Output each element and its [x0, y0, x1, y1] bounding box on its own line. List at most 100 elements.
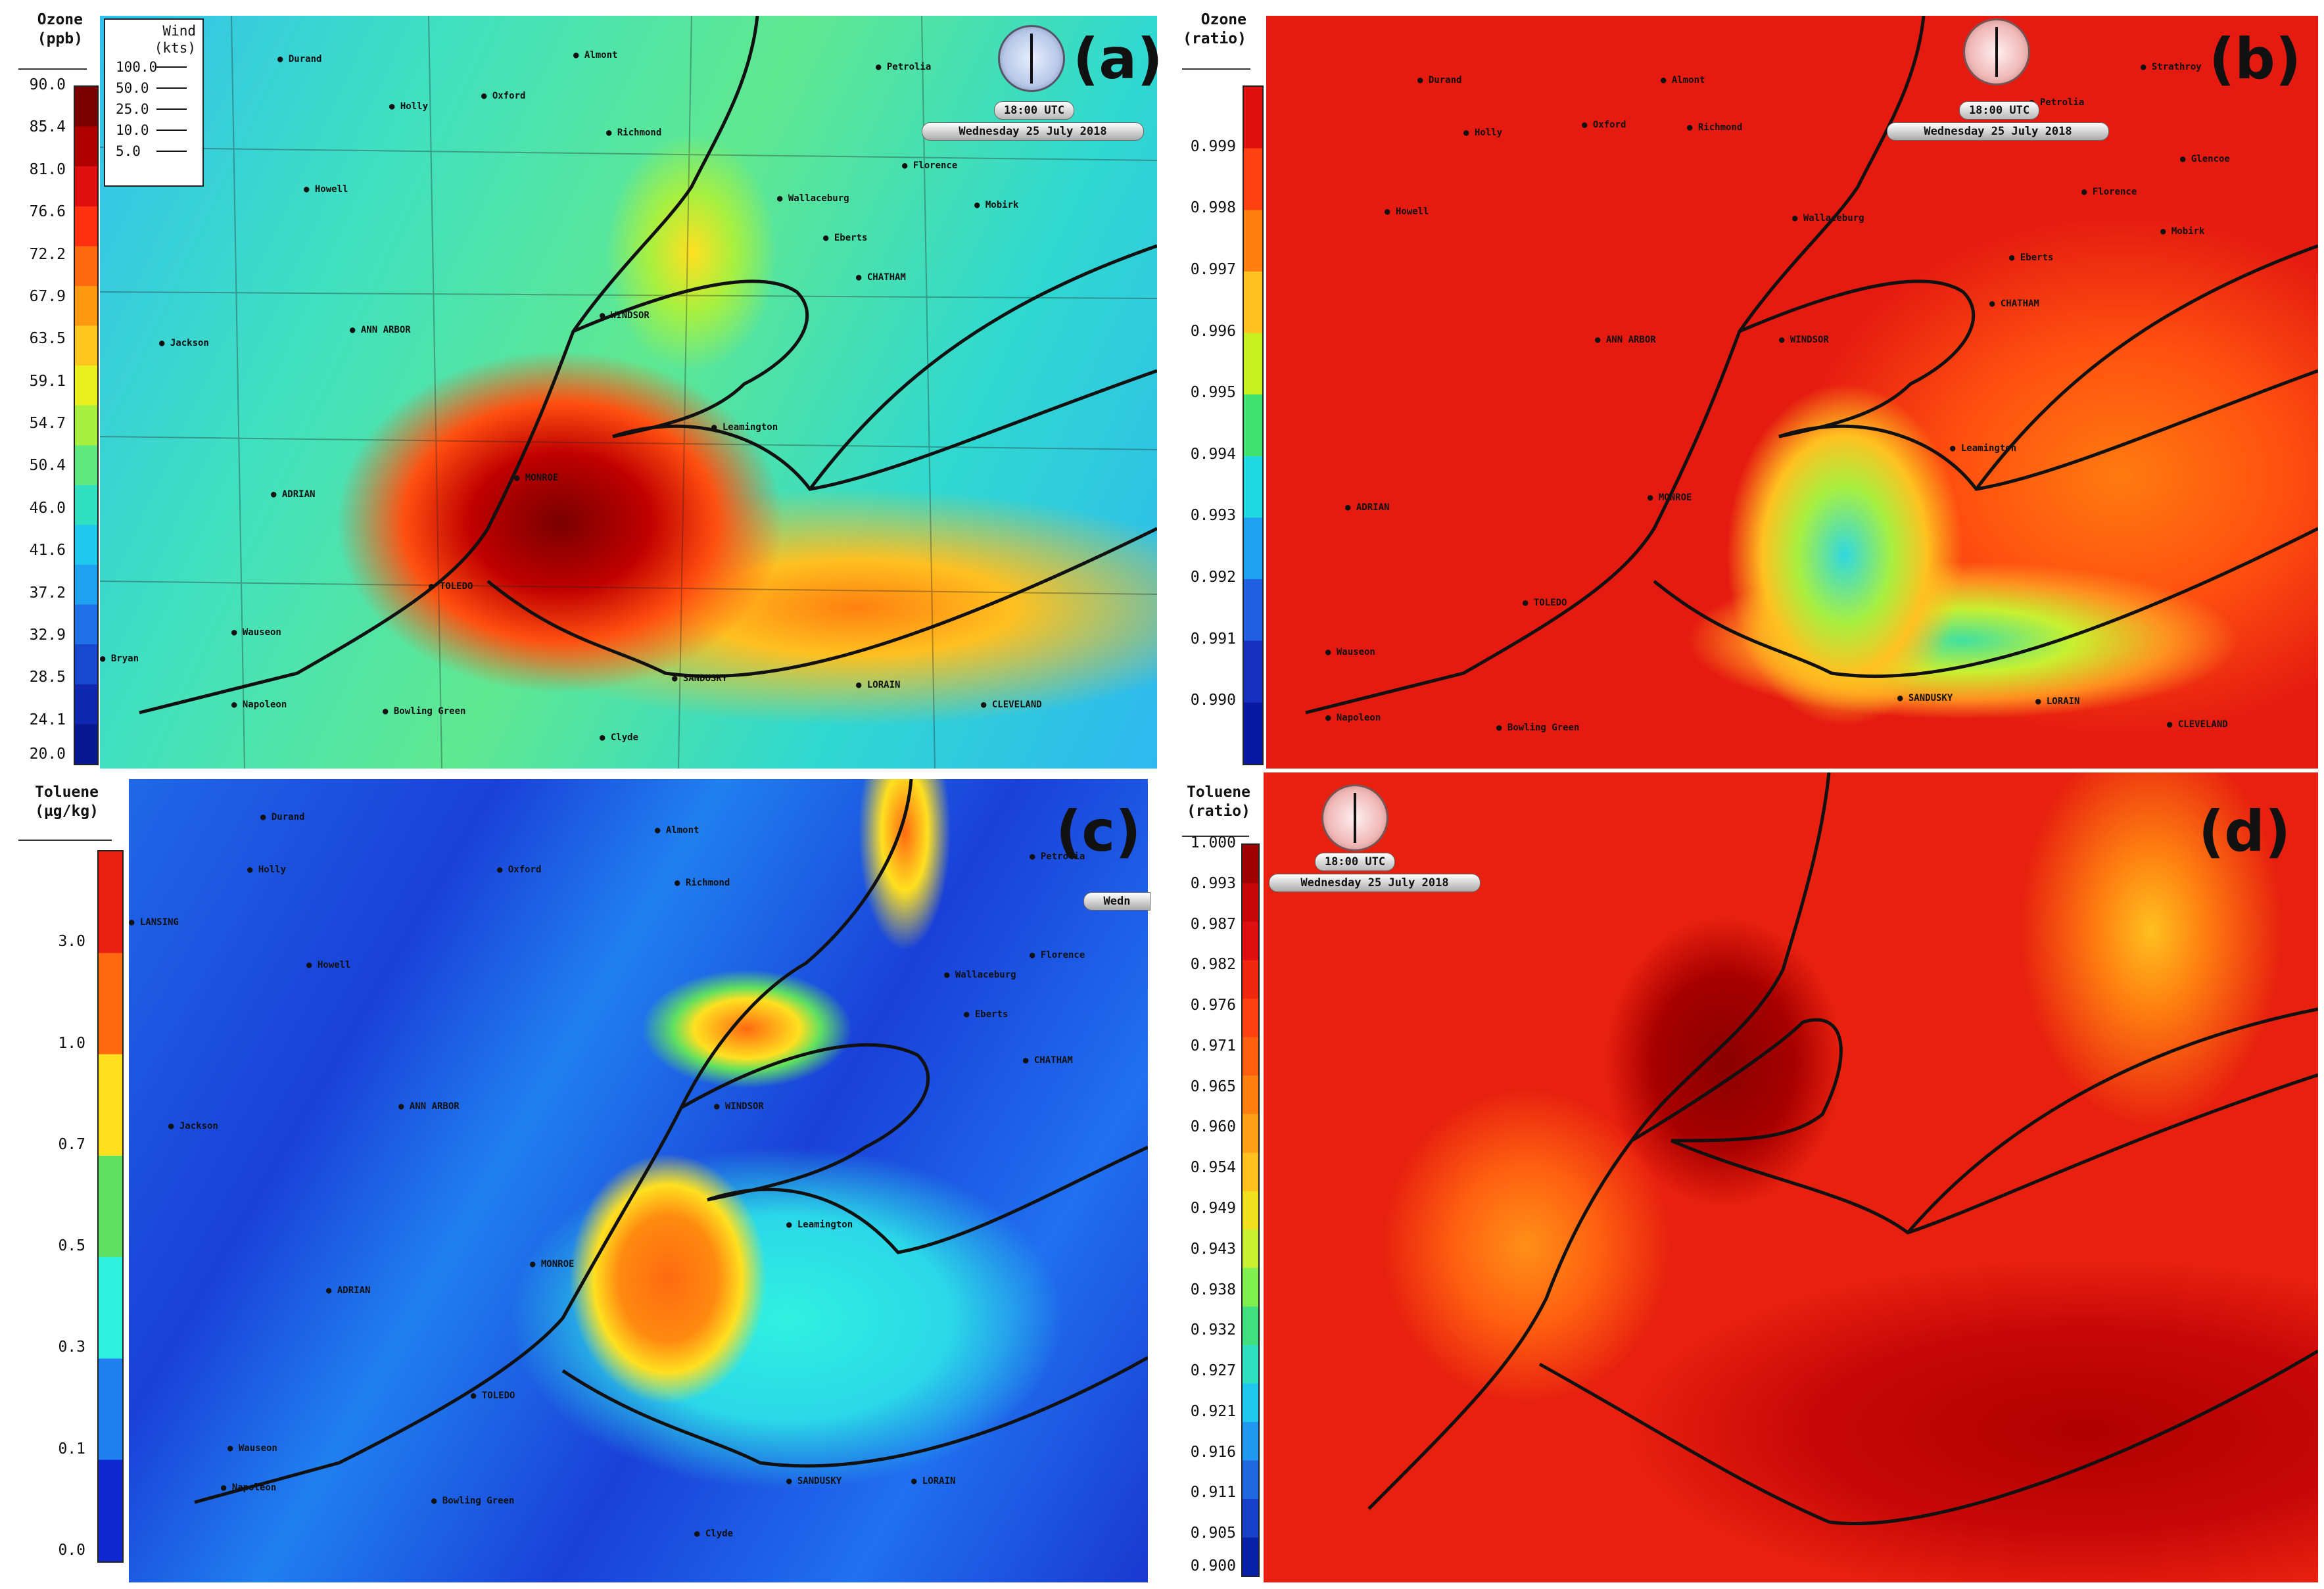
- legend-a-tick-label: 72.2: [29, 245, 66, 263]
- legend-b-tick-label: 0.998: [1190, 199, 1236, 217]
- city-label: ● ANN ARBOR: [398, 1101, 460, 1112]
- city-label: ● Durand: [277, 54, 322, 64]
- city-label: ● Clyde: [600, 732, 639, 743]
- city-label: ● Bowling Green: [383, 706, 466, 717]
- map-a-overlay: [100, 16, 1157, 769]
- legend-d-tick-label: 0.938: [1190, 1281, 1236, 1298]
- legend-c-tick-label: 3.0: [58, 933, 85, 951]
- city-label: ● LORAIN: [911, 1476, 956, 1486]
- city-label: ● CHATHAM: [1023, 1055, 1073, 1066]
- wind-barb-icon: [156, 130, 187, 131]
- city-label: ● Durand: [260, 812, 305, 822]
- clock-icon-a: [998, 25, 1065, 92]
- city-label: ● Leamington: [786, 1220, 853, 1230]
- city-label: ● Wallaceburg: [1792, 213, 1864, 224]
- legend-b-title: Ozone (ratio): [1183, 11, 1246, 47]
- city-label: ● Wallaceburg: [777, 193, 849, 204]
- legend-c-tick-label: 0.3: [58, 1339, 85, 1356]
- legend-a-tick-label: 85.4: [29, 118, 66, 136]
- legend-d-tick-label: 0.949: [1190, 1200, 1236, 1217]
- city-label: ● Almont: [655, 825, 700, 836]
- legend-b-tick-label: 0.993: [1190, 507, 1236, 525]
- legend-d-tick-label: 0.993: [1190, 874, 1236, 892]
- legend-d-title: Toluene (ratio): [1187, 784, 1250, 820]
- legend-c-tick-label: 0.0: [58, 1542, 85, 1559]
- legend-a-tick-label: 46.0: [29, 499, 66, 517]
- legend-a: Ozone (ppb) 90.0 85.4 81.0 76.6 72.2 67.9 63.5…: [0, 0, 100, 772]
- city-label: ● CLEVELAND: [2167, 719, 2228, 730]
- city-label: ● LORAIN: [856, 680, 901, 690]
- clock-icon-b: [1963, 18, 2030, 85]
- legend-d-tick-label: 0.976: [1190, 997, 1236, 1014]
- legend-d-tick-label: 0.960: [1190, 1118, 1236, 1136]
- date-d: Wednesday 25 July 2018: [1269, 874, 1481, 892]
- panel-label-a: (a): [1073, 26, 1163, 92]
- city-label: ● Holly: [1463, 128, 1503, 138]
- city-label: ● TOLEDO: [471, 1390, 515, 1401]
- city-label: ● Oxford: [1582, 120, 1626, 130]
- shoreline-a: [139, 16, 1157, 715]
- wind-legend: Wind (kts) 100.0 50.0 25.0 10.0 5.0: [104, 18, 204, 187]
- city-label: ● Glencoe: [2180, 154, 2230, 164]
- wind-barb-icon: [156, 151, 187, 152]
- city-label: ● CHATHAM: [1989, 298, 2039, 309]
- legend-d-tick-label: 0.954: [1190, 1159, 1236, 1177]
- legend-b-tick-label: 0.995: [1190, 384, 1236, 402]
- legend-d-tick-label: 0.927: [1190, 1362, 1236, 1380]
- city-label: ● Richmond: [1687, 122, 1743, 133]
- panel-c: Toluene (µg/kg) 3.0 1.0 0.7 0.5 0.3 0.1 0.0 ● …: [0, 772, 1164, 1589]
- wind-barb-icon: [156, 66, 187, 68]
- city-label: ● Wauseon: [231, 627, 281, 638]
- city-label: ● Howell: [1385, 206, 1429, 217]
- wind-legend-entry: 50.0: [116, 78, 202, 99]
- legend-a-rule: [18, 68, 87, 70]
- city-label: ● Mobirk: [974, 200, 1019, 210]
- legend-c-tick-label: 1.0: [58, 1034, 85, 1052]
- city-label: ● Jackson: [168, 1121, 218, 1131]
- map-d-overlay: [1367, 772, 2318, 1525]
- city-label: ● Florence: [1030, 950, 1085, 961]
- wind-legend-entry: 5.0: [116, 141, 202, 162]
- legend-b-colorbar: [1243, 85, 1264, 765]
- city-label: ● Richmond: [606, 128, 662, 138]
- city-label: ● Leamington: [1950, 443, 2017, 454]
- legend-a-tick-label: 67.9: [29, 287, 66, 305]
- legend-a-tick-label: 50.4: [29, 457, 66, 475]
- city-label: ● WINDSOR: [600, 310, 650, 321]
- city-label: ● MONROE: [1648, 492, 1692, 503]
- legend-d-tick-label: 0.971: [1190, 1037, 1236, 1055]
- city-label: ● ADRIAN: [1345, 502, 1390, 513]
- panel-b: Ozone (ratio) 0.999 0.998 0.997 0.996 0.995 0…: [1164, 0, 2324, 772]
- legend-a-tick-label: 76.6: [29, 203, 66, 221]
- city-label: ● Mobirk: [2160, 226, 2205, 237]
- city-label: ● Jackson: [159, 338, 209, 348]
- city-label: ● Holly: [247, 865, 287, 875]
- city-label: ● LANSING: [129, 917, 179, 928]
- legend-c: Toluene (µg/kg) 3.0 1.0 0.7 0.5 0.3 0.1 0.0: [0, 772, 125, 1589]
- legend-a-tick-label: 37.2: [29, 584, 66, 602]
- legend-d-tick-label: 0.921: [1190, 1402, 1236, 1420]
- wind-legend-value: 10.0: [116, 122, 149, 138]
- map-b: ● Durand● Almont● SARNIA● Petrolia● Stra…: [1266, 16, 2318, 769]
- city-label: ● Bowling Green: [431, 1496, 515, 1506]
- legend-a-tick-label: 59.1: [29, 372, 66, 390]
- shoreline-b: [1305, 16, 2318, 715]
- city-label: ● SANDUSKY: [1897, 693, 1953, 703]
- legend-a-tick-label: 41.6: [29, 542, 66, 559]
- legend-c-colorbar: [97, 850, 124, 1563]
- panel-label-b: (b): [2209, 26, 2302, 92]
- city-label: ● Wallaceburg: [944, 970, 1016, 980]
- city-label: ● Almont: [1661, 75, 1705, 85]
- legend-d-tick-label: 1.000: [1190, 834, 1236, 851]
- legend-d-tick-label: 0.965: [1190, 1078, 1236, 1095]
- city-label: ● Oxford: [497, 865, 542, 875]
- wind-legend-entry: 25.0: [116, 99, 202, 120]
- city-label: ● Eberts: [2009, 252, 2054, 263]
- map-d: [1264, 772, 2318, 1582]
- city-label: ● Petrolia: [2029, 97, 2085, 108]
- city-label: ● Strathroy: [2141, 62, 2202, 72]
- city-label: ● Florence: [902, 160, 958, 171]
- legend-c-tick-label: 0.1: [58, 1440, 85, 1458]
- city-label: ● TOLEDO: [1523, 598, 1567, 608]
- legend-b-tick-label: 0.999: [1190, 137, 1236, 155]
